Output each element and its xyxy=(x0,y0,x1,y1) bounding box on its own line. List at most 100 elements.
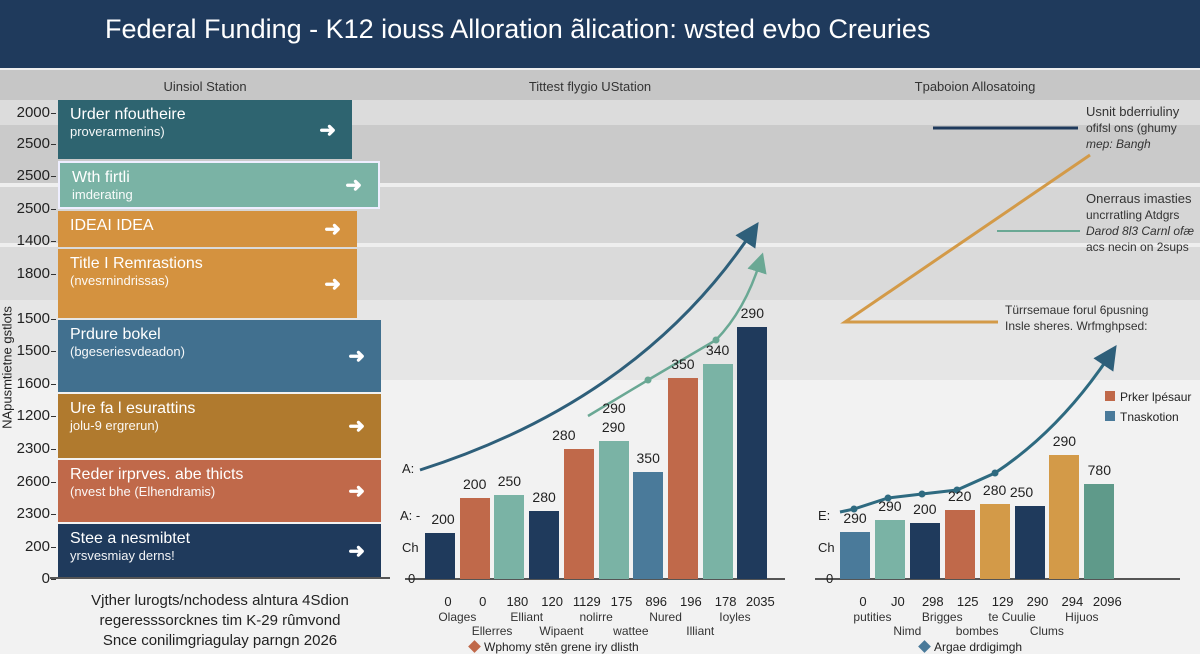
header-strip xyxy=(0,70,1200,100)
annotation-line-gold xyxy=(840,153,1091,324)
legend-swatch xyxy=(1105,391,1115,401)
bar-value-label: 350 xyxy=(636,450,660,466)
legend-label: Wphomy stēn grene iry dlisth xyxy=(484,640,639,654)
bar xyxy=(633,472,664,579)
x-tick-label: 196 xyxy=(680,594,702,609)
y-tick-label: 1400 xyxy=(0,232,56,249)
row-subtitle: (bgeseriesvdeadon) xyxy=(70,344,185,359)
category-row-1[interactable]: Wth firtli imderating ➜ xyxy=(58,161,380,209)
trend-point xyxy=(991,469,999,477)
bottom-legend-right: Argae drdigimgh xyxy=(918,640,1022,654)
y-tick-label: 1200 xyxy=(0,407,56,424)
y-tick-label: 2500 xyxy=(0,135,56,152)
x-category-label: Elliant xyxy=(510,610,544,624)
category-row-7[interactable]: Stee a nesmibtet yrsvesmiay derns! ➜ xyxy=(58,524,381,577)
row-subtitle: yrsvesmiay derns! xyxy=(70,548,175,563)
y-axis-label: Ch xyxy=(818,540,835,555)
legend-item: Tnaskotion xyxy=(1105,410,1179,424)
x-tick-label: 290 xyxy=(1026,594,1049,609)
category-row-4[interactable]: Prdure bokel (bgeseriesvdeadon) ➜ xyxy=(58,320,381,392)
bar-value-label: 780 xyxy=(1087,462,1111,478)
x-category-label: putities xyxy=(853,610,892,624)
x-tick-label: 0 xyxy=(444,594,452,609)
annotation-text: mep: Bangh xyxy=(1086,137,1151,151)
legend-item: Prker lpésaur xyxy=(1105,390,1191,404)
annotation-text: Usnit bderriuliny xyxy=(1086,104,1180,119)
bar xyxy=(563,449,594,579)
y-tick-label: 2500 xyxy=(0,200,56,217)
category-row-3[interactable]: Title I Remrastions (nvesrnindrissas) ➜ xyxy=(58,249,357,318)
annotation-3: Türrsemaue forul 6pusning Insle sheres. … xyxy=(1005,302,1148,334)
trend-point xyxy=(884,494,892,502)
y-axis-label: 0 xyxy=(408,571,416,586)
left-panel-header: Uinsiol Station xyxy=(163,79,247,94)
row-subtitle: imderating xyxy=(72,187,133,202)
legend-swatch xyxy=(918,640,931,653)
x-tick-label: 125 xyxy=(956,594,979,609)
y-axis-label: Ch xyxy=(402,540,419,555)
bar-value-label: 250 xyxy=(1009,484,1034,500)
x-tick-label: 175 xyxy=(610,594,633,609)
x-category-label: Nured xyxy=(649,610,682,624)
bar xyxy=(598,441,629,579)
caption-line: regeresssorcknes tim K-29 rûmvond xyxy=(99,612,341,629)
bar-value-label: 280 xyxy=(982,482,1007,498)
x-category-label: Wipaent xyxy=(539,624,584,638)
row-title: Urder nfoutheire xyxy=(70,106,186,123)
middle-panel-header: Tittest flygio UStation xyxy=(528,79,652,94)
category-row-5[interactable]: Ure fa l esurattins jolu-9 ergrerun) ➜ xyxy=(58,394,381,458)
bar xyxy=(944,510,975,579)
bar-value-label: 200 xyxy=(463,476,487,492)
bar xyxy=(1014,506,1045,579)
trend-point xyxy=(712,336,720,344)
row-title: Reder irprves. abe thicts xyxy=(70,466,244,483)
trend-point xyxy=(953,486,961,494)
arrow-right-icon: ➜ xyxy=(345,174,362,197)
bar-value-label: 280 xyxy=(552,427,576,443)
x-category-label: te Cuulie xyxy=(988,610,1036,624)
bar xyxy=(874,520,905,579)
arrow-right-icon: ➜ xyxy=(348,540,365,562)
x-category-label: Illiant xyxy=(686,624,715,638)
y-tick-label: 0 xyxy=(0,570,56,587)
y-axis-label: A: xyxy=(402,461,415,476)
row-subtitle: jolu-9 ergrerun) xyxy=(70,418,159,433)
arrow-right-icon: ➜ xyxy=(348,345,365,368)
x-axis xyxy=(815,578,1180,580)
category-row-0[interactable]: Urder nfoutheire proverarmenins) ➜ xyxy=(58,100,352,159)
annotation-text: Onerraus imasties xyxy=(1086,191,1192,206)
y-axis-label: A: - xyxy=(400,508,421,523)
bar xyxy=(459,498,490,579)
bar xyxy=(979,504,1010,579)
x-tick-label: J0 xyxy=(891,594,905,609)
x-category-label: Nimd xyxy=(893,624,922,638)
bar xyxy=(1084,484,1115,579)
bar-value-label: 290 xyxy=(602,400,626,416)
annotation-text: Insle sheres. Wrfmghpsed: xyxy=(1005,319,1148,333)
bar-value-label: 250 xyxy=(497,473,522,489)
x-tick-label: 2035 xyxy=(745,594,775,609)
x-category-label: Olages xyxy=(438,610,477,624)
row-title: IDEAI IDEA xyxy=(70,217,154,234)
bar xyxy=(909,523,940,579)
legend-label: Tnaskotion xyxy=(1120,410,1179,424)
y-tick-label: 1800 xyxy=(0,265,56,282)
left-x-axis xyxy=(50,577,390,579)
category-row-6[interactable]: Reder irprves. abe thicts (nvest bhe (Elh… xyxy=(58,460,381,522)
page-title: Federal Funding - K12 iouss Alloration ã… xyxy=(105,14,931,44)
row-subtitle: (nvesrnindrissas) xyxy=(70,273,169,288)
y-tick-label: 2500 xyxy=(0,167,56,184)
bar xyxy=(425,533,455,579)
bar xyxy=(529,511,560,579)
y-tick-label: 2300 xyxy=(0,440,56,457)
legend-swatch xyxy=(1105,411,1115,421)
arrow-right-icon: ➜ xyxy=(324,273,341,295)
y-tick-label: 1500 xyxy=(0,342,56,359)
bar-value-label: 290 xyxy=(740,305,764,321)
category-row-2[interactable]: IDEAI IDEA ➜ xyxy=(58,211,357,247)
row-title: Ure fa l esurattins xyxy=(70,400,196,417)
x-tick-label: 120 xyxy=(541,594,563,609)
trend-point xyxy=(918,490,926,498)
right-panel-header: Tpaboion Allosatoing xyxy=(914,79,1036,94)
